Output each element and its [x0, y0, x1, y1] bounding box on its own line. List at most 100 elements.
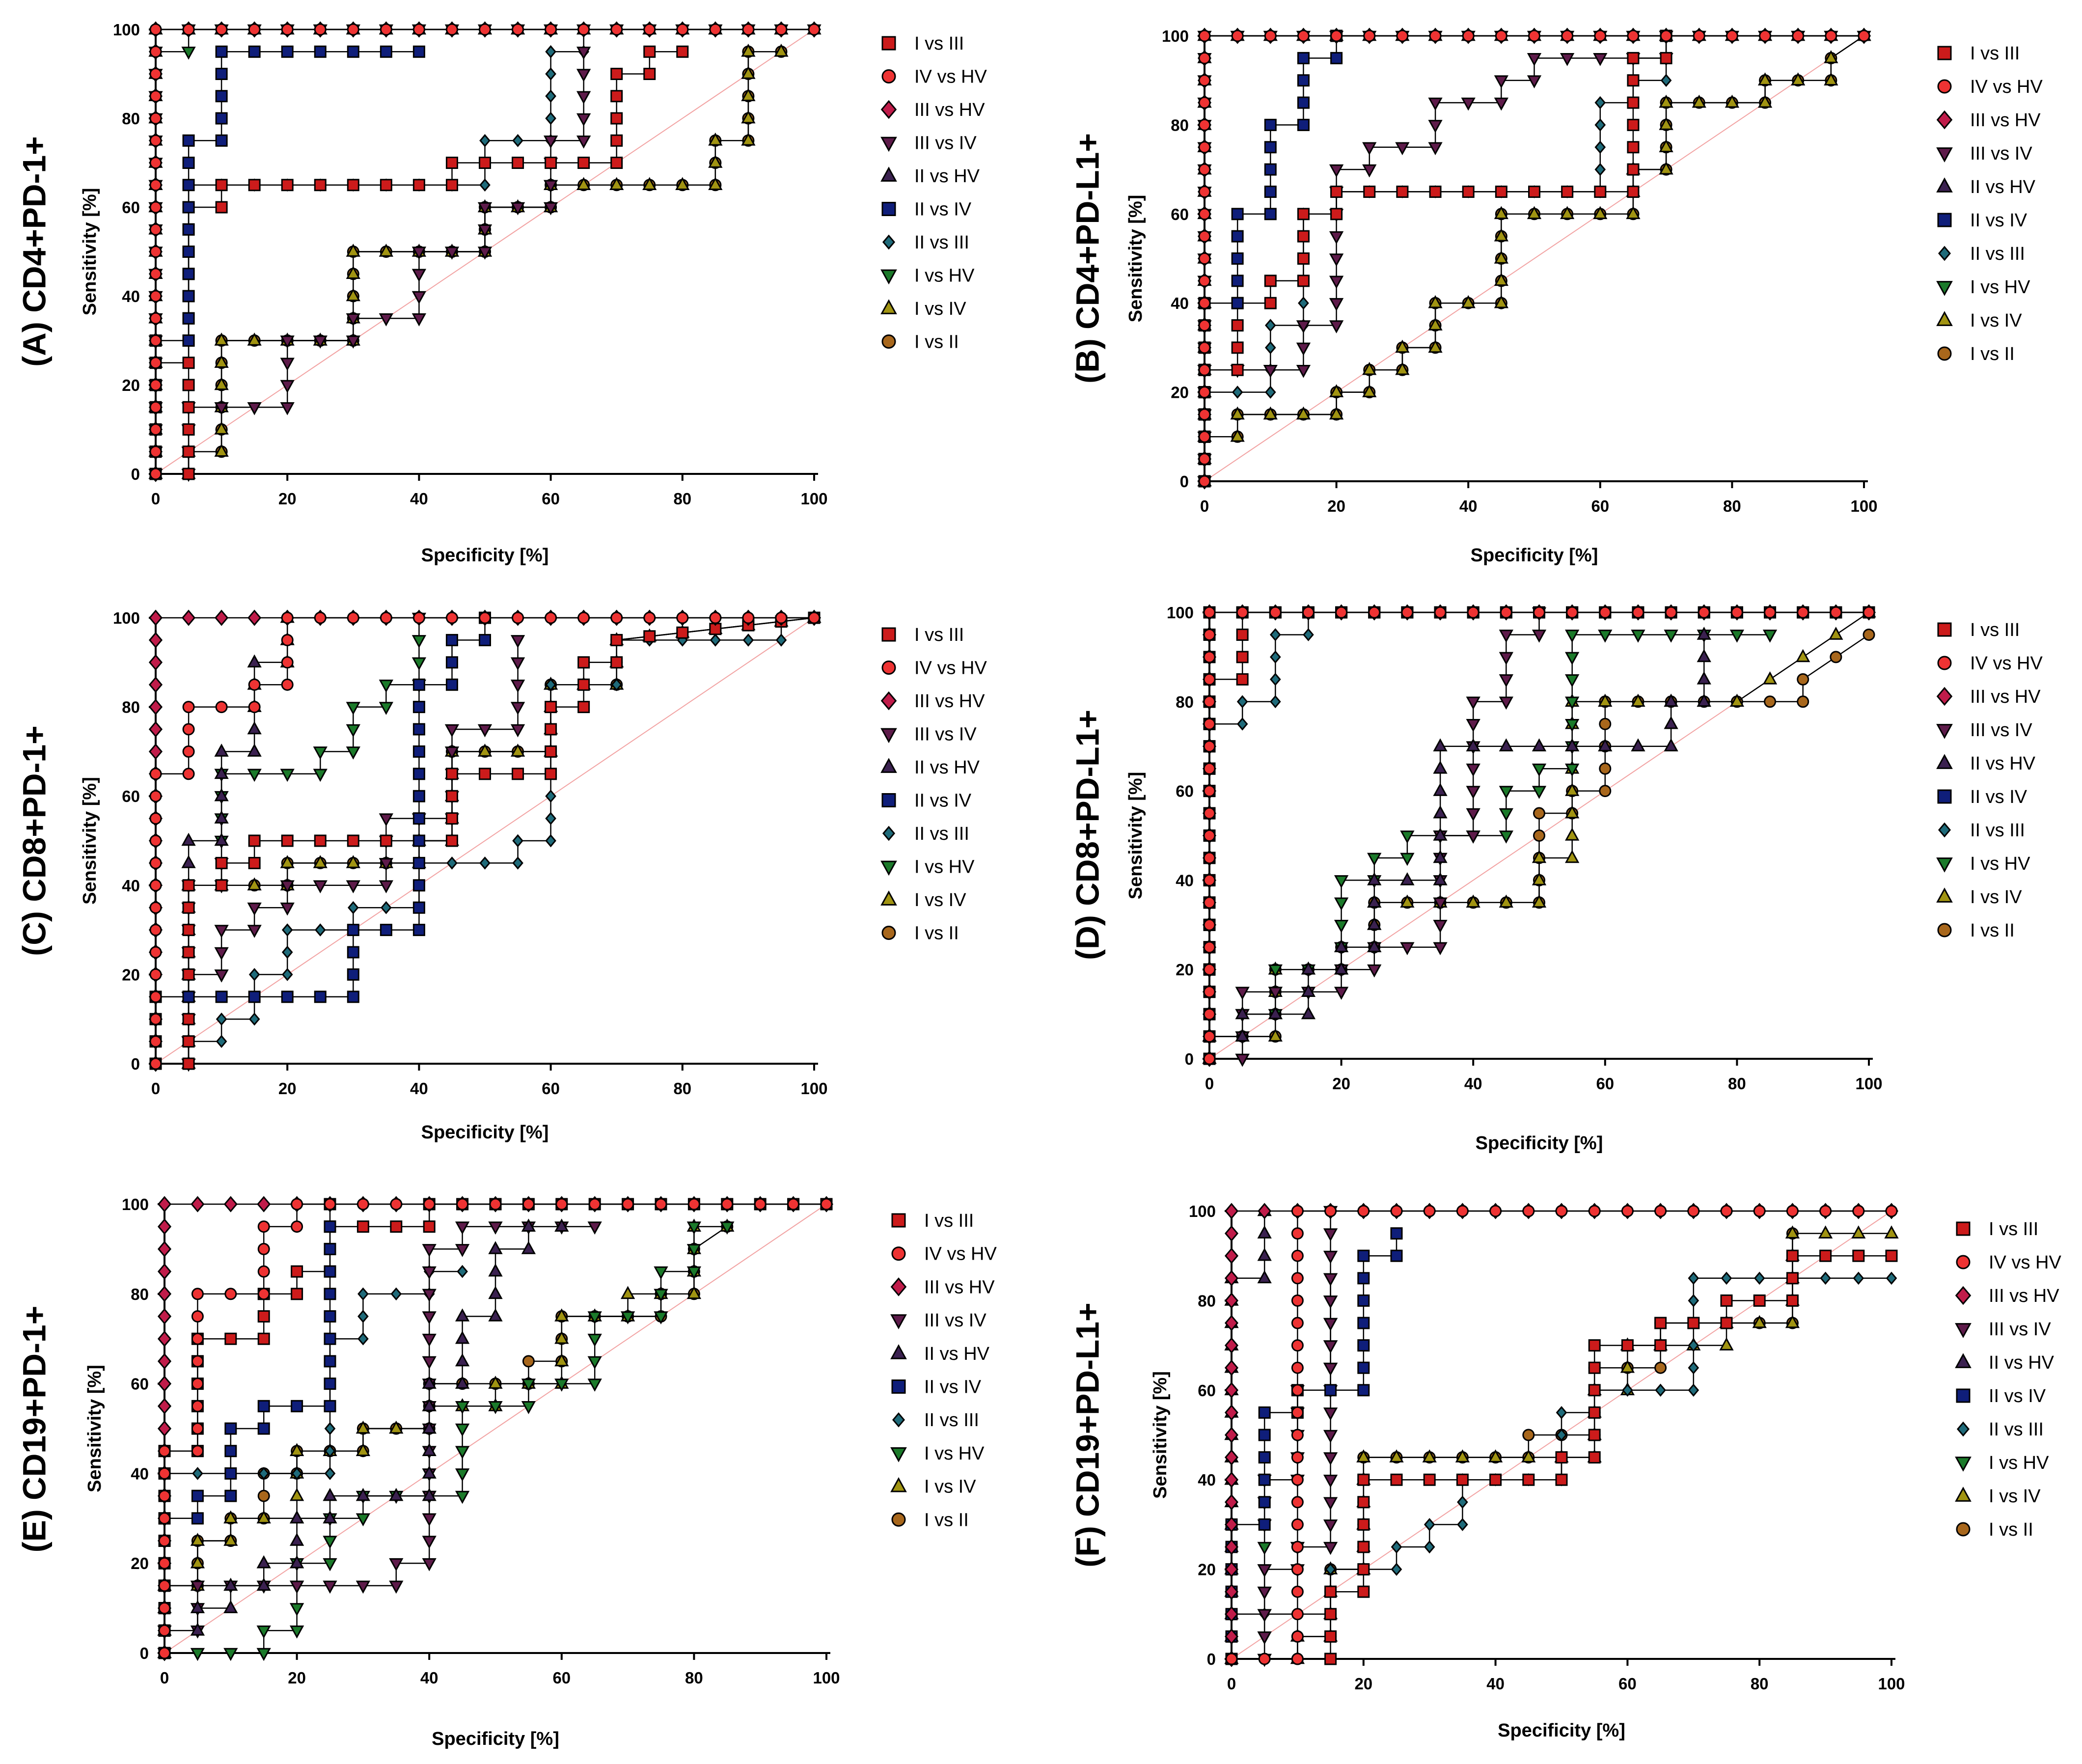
data-point	[1598, 693, 1613, 707]
legend-label: I vs II	[1970, 920, 2015, 941]
data-point	[488, 1376, 503, 1389]
data-point	[1665, 606, 1677, 619]
data-point	[191, 1489, 204, 1502]
data-point	[1631, 738, 1645, 751]
data-point	[224, 1332, 237, 1345]
data-point	[257, 1422, 270, 1435]
legend-marker	[1937, 622, 1952, 637]
data-point	[479, 157, 491, 169]
data-point	[314, 179, 327, 192]
data-point	[1565, 763, 1580, 777]
data-point	[1721, 1271, 1732, 1285]
legend-marker	[1937, 346, 1952, 361]
data-point	[423, 1220, 436, 1233]
data-point	[347, 834, 359, 847]
data-point	[1632, 606, 1644, 619]
data-point	[411, 269, 427, 282]
data-point	[543, 180, 558, 193]
legend-marker	[1955, 1457, 1972, 1472]
legend-item: III vs HV	[1955, 1286, 2059, 1306]
roc-panel: (A) CD4+PD-1+ 0 20 40 60 80 100 0 20 40 60 80 100 Spe…	[16, 21, 987, 566]
series-line	[188, 52, 584, 474]
data-point	[247, 721, 262, 735]
data-point	[477, 724, 493, 738]
data-point	[324, 1467, 336, 1480]
data-point	[149, 901, 162, 914]
legend-label: III vs HV	[914, 100, 985, 120]
data-point	[314, 834, 327, 847]
data-point	[357, 1287, 369, 1301]
data-point	[1532, 872, 1547, 885]
data-point	[390, 1220, 403, 1233]
data-point	[1362, 142, 1377, 156]
data-point	[510, 679, 525, 693]
data-point	[1303, 628, 1314, 641]
data-point	[182, 445, 195, 458]
data-point	[412, 701, 425, 714]
data-point	[455, 1468, 470, 1482]
data-point	[324, 1332, 336, 1345]
data-point	[1466, 830, 1480, 844]
data-point	[1527, 75, 1542, 89]
data-point	[1565, 827, 1580, 841]
data-point	[356, 1198, 369, 1211]
data-point	[708, 177, 723, 191]
data-point	[1296, 342, 1311, 356]
data-point	[280, 358, 295, 371]
y-tick-label: 80	[122, 698, 140, 717]
data-point	[1725, 94, 1740, 108]
legend-marker	[1956, 1388, 1971, 1403]
data-point	[1786, 1205, 1799, 1217]
data-point	[488, 1221, 503, 1235]
data-point	[1236, 695, 1248, 709]
data-point	[1627, 163, 1640, 176]
data-point	[545, 789, 556, 803]
panel-title: (B) CD4+PD-L1+	[1069, 133, 1105, 384]
legend-label: I vs III	[914, 625, 964, 645]
legend-marker	[881, 661, 896, 675]
data-point	[620, 1311, 635, 1324]
data-point	[1720, 1205, 1733, 1217]
data-point	[324, 1242, 336, 1255]
x-tick-label: 0	[1200, 497, 1209, 515]
legend-item: I vs II	[881, 332, 959, 353]
data-point	[389, 1558, 404, 1571]
data-point	[1824, 50, 1838, 63]
data-point	[215, 23, 228, 36]
data-point	[149, 334, 162, 347]
data-point	[1236, 628, 1249, 641]
data-point	[412, 611, 425, 624]
data-point	[444, 746, 460, 760]
data-point	[741, 66, 756, 79]
data-point	[248, 968, 260, 981]
data-point	[323, 1536, 337, 1549]
data-point	[1851, 1225, 1866, 1239]
data-point	[149, 1057, 162, 1070]
data-point	[1532, 763, 1547, 777]
data-point	[1198, 52, 1211, 64]
data-point	[488, 1308, 503, 1322]
data-point	[576, 113, 591, 127]
data-point	[545, 111, 556, 125]
data-point	[148, 721, 163, 738]
data-point	[1357, 1361, 1370, 1374]
data-point	[1457, 1495, 1468, 1509]
roc-series	[182, 611, 821, 1070]
data-point	[281, 834, 294, 847]
legend-item: III vs IV	[880, 724, 977, 745]
data-point	[1231, 275, 1244, 287]
legend: I vs III IV vs HV III vs HV III vs IV II vs …	[880, 33, 987, 353]
roc-series	[157, 1218, 735, 1658]
data-point	[1224, 1583, 1239, 1600]
data-point	[1323, 1474, 1338, 1488]
data-point	[323, 1510, 337, 1524]
data-point	[313, 855, 328, 868]
series-line	[188, 640, 519, 1064]
data-point	[422, 1289, 437, 1302]
data-point	[1466, 696, 1480, 710]
x-tick-label: 80	[1728, 1075, 1746, 1093]
data-point	[642, 177, 657, 191]
legend-label: II vs III	[1989, 1419, 2044, 1440]
data-point	[1621, 1339, 1634, 1352]
data-point	[1330, 52, 1343, 64]
